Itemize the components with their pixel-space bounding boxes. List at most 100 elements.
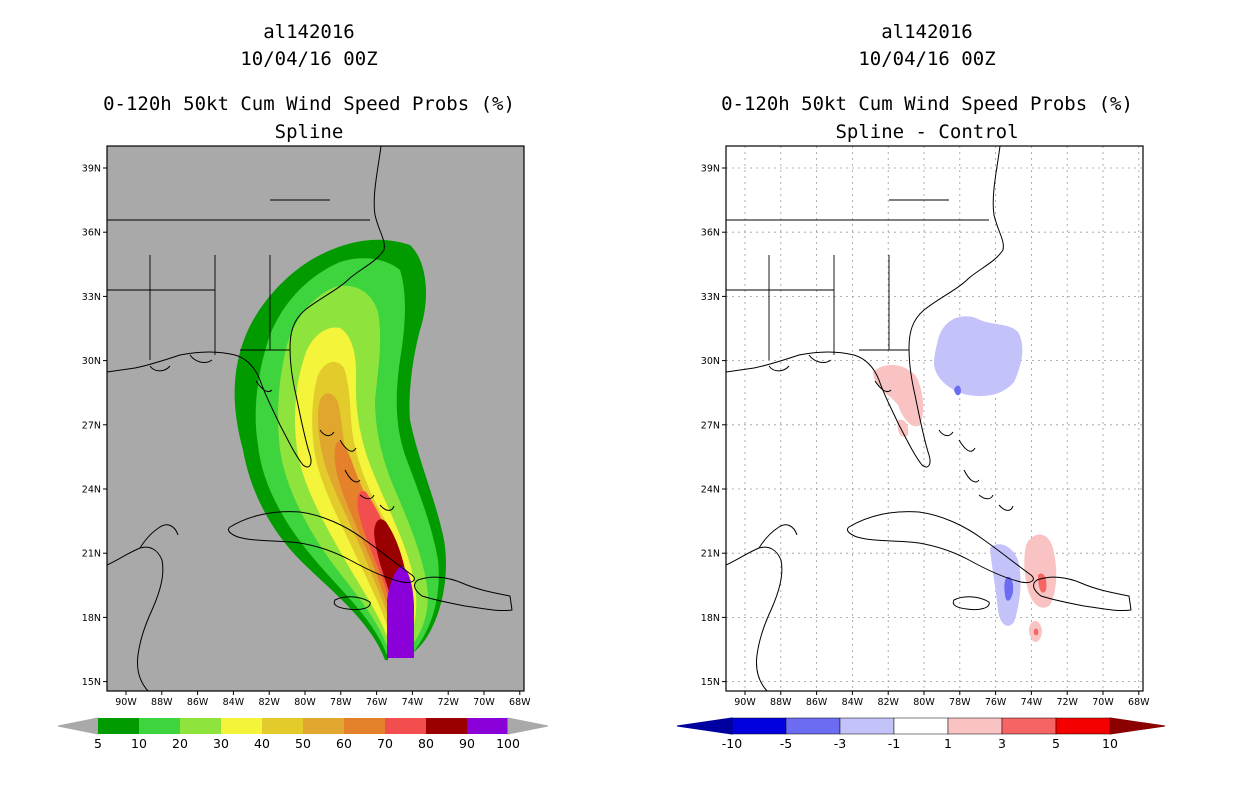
lat-label: 33N	[82, 292, 101, 303]
lat-label: 33N	[701, 292, 720, 303]
lon-label: 88W	[770, 697, 792, 708]
lat-label: 39N	[701, 164, 720, 175]
lon-label: 76W	[985, 697, 1007, 708]
lon-label: 68W	[1128, 697, 1150, 708]
colorbar-swatch	[785, 717, 841, 735]
colorbar-swatch	[98, 718, 139, 734]
colorbar-swatch	[344, 718, 385, 734]
lon-label: 90W	[115, 697, 137, 708]
right-title-product: 0-120h 50kt Cum Wind Speed Probs (%)	[721, 93, 1133, 115]
colorbar-label: -3	[834, 736, 846, 751]
left-colorbar: 5 10 20 30 40 50 60 70 80 90 100	[57, 717, 549, 751]
lon-label: 68W	[509, 697, 531, 708]
lon-label: 80W	[913, 697, 935, 708]
lon-label: 78W	[330, 697, 352, 708]
lon-label: 82W	[258, 697, 280, 708]
left-title-storm: al142016	[263, 21, 355, 43]
colorbar-swatch	[262, 718, 303, 734]
lat-label: 36N	[701, 228, 720, 239]
hispaniola-coastline	[1033, 576, 1132, 611]
lat-label: 15N	[82, 677, 101, 688]
colorbar-swatch	[467, 718, 508, 734]
left-panel: al142016 10/04/16 00Z 0-120h 50kt Cum Wi…	[57, 21, 549, 751]
lat-label: 27N	[82, 420, 101, 431]
right-map: 39N 36N 33N 30N 27N 24N 21N 18N 15N 90W 88W 86W 84W…	[701, 145, 1150, 708]
colorbar-label: 5	[94, 736, 102, 751]
left-probability-contours	[234, 239, 446, 664]
lon-label: 88W	[151, 697, 173, 708]
right-map-frame	[725, 145, 1144, 692]
lat-label: 21N	[701, 549, 720, 560]
colorbar-label: 20	[172, 736, 188, 751]
us-east-coastline	[726, 146, 1004, 468]
colorbar-label: 10	[131, 736, 147, 751]
lat-label: 27N	[701, 420, 720, 431]
diff-blue-core	[954, 385, 961, 396]
lon-label: 84W	[842, 697, 864, 708]
hispaniola-coastline	[414, 576, 513, 611]
us-state-borders	[726, 199, 989, 360]
lon-label: 70W	[473, 697, 495, 708]
right-gridlines	[726, 146, 1143, 691]
lat-label: 15N	[701, 677, 720, 688]
central-america-coast	[726, 546, 783, 691]
diff-blue-south-core	[1004, 576, 1014, 601]
colorbar-swatch	[839, 717, 895, 735]
left-title-method: Spline	[275, 121, 344, 143]
lon-label: 74W	[402, 697, 424, 708]
gulf-coast-details	[768, 354, 892, 393]
lon-label: 80W	[294, 697, 316, 708]
colorbar-swatch	[180, 718, 221, 734]
lon-label: 86W	[187, 697, 209, 708]
colorbar-label: 60	[336, 736, 352, 751]
colorbar-swatch	[1055, 717, 1111, 735]
colorbar-left-arrow	[676, 717, 733, 735]
diff-blue-north	[934, 316, 1023, 397]
lat-label: 24N	[701, 485, 720, 496]
right-title-method: Spline - Control	[835, 121, 1018, 143]
diff-red-south-2	[1033, 628, 1039, 636]
colorbar-label: 1	[944, 736, 952, 751]
lon-label: 74W	[1021, 697, 1043, 708]
lat-label: 30N	[82, 356, 101, 367]
us-state-borders	[107, 199, 370, 360]
right-map-background	[726, 146, 1143, 691]
left-title-product: 0-120h 50kt Cum Wind Speed Probs (%)	[103, 93, 515, 115]
left-lon-labels: 90W 88W 86W 84W 82W 80W 78W 76W 74W 72W 70W 68W	[115, 691, 531, 708]
right-coastlines	[726, 146, 1132, 691]
lon-label: 84W	[223, 697, 245, 708]
lat-label: 18N	[82, 613, 101, 624]
left-lat-labels: 39N 36N 33N 30N 27N 24N 21N 18N 15N	[82, 164, 107, 688]
colorbar-swatch	[385, 718, 426, 734]
bahamas-islands	[319, 429, 395, 511]
contour-60	[334, 441, 403, 646]
contour-100	[388, 658, 414, 664]
yucatan-peninsula	[758, 524, 798, 549]
right-colorbar: -10 -5 -3 -1 1 3 5 10	[676, 717, 1166, 751]
bahamas-islands	[938, 429, 1014, 511]
colorbar-swatch	[426, 718, 467, 734]
lon-label: 72W	[1056, 697, 1078, 708]
right-panel: al142016 10/04/16 00Z 0-120h 50kt Cum Wi…	[676, 21, 1166, 751]
diff-pink-south	[1024, 534, 1057, 608]
right-lon-labels: 90W 88W 86W 84W 82W 80W 78W 76W 74W 72W 70W 68W	[734, 691, 1150, 708]
jamaica-coastline	[333, 596, 371, 611]
right-title-date: 10/04/16 00Z	[858, 48, 995, 70]
left-map: 39N 36N 33N 30N 27N 24N 21N 18N 15N 90W 88W 86W 84W…	[82, 145, 531, 708]
colorbar-label: 40	[254, 736, 270, 751]
left-map-frame	[106, 145, 525, 692]
colorbar-swatch	[139, 718, 180, 734]
diff-pink-north	[873, 364, 924, 427]
lat-label: 36N	[82, 228, 101, 239]
colorbar-label: -5	[780, 736, 792, 751]
colorbar-label: 80	[418, 736, 434, 751]
colorbar-label: 3	[998, 736, 1006, 751]
colorbar-label: 10	[1102, 736, 1118, 751]
lat-label: 24N	[82, 485, 101, 496]
colorbar-label: -1	[888, 736, 900, 751]
lon-label: 86W	[806, 697, 828, 708]
colorbar-swatch	[893, 717, 949, 735]
colorbar-swatch	[221, 718, 262, 734]
left-coastlines	[107, 146, 513, 691]
lon-label: 70W	[1092, 697, 1114, 708]
